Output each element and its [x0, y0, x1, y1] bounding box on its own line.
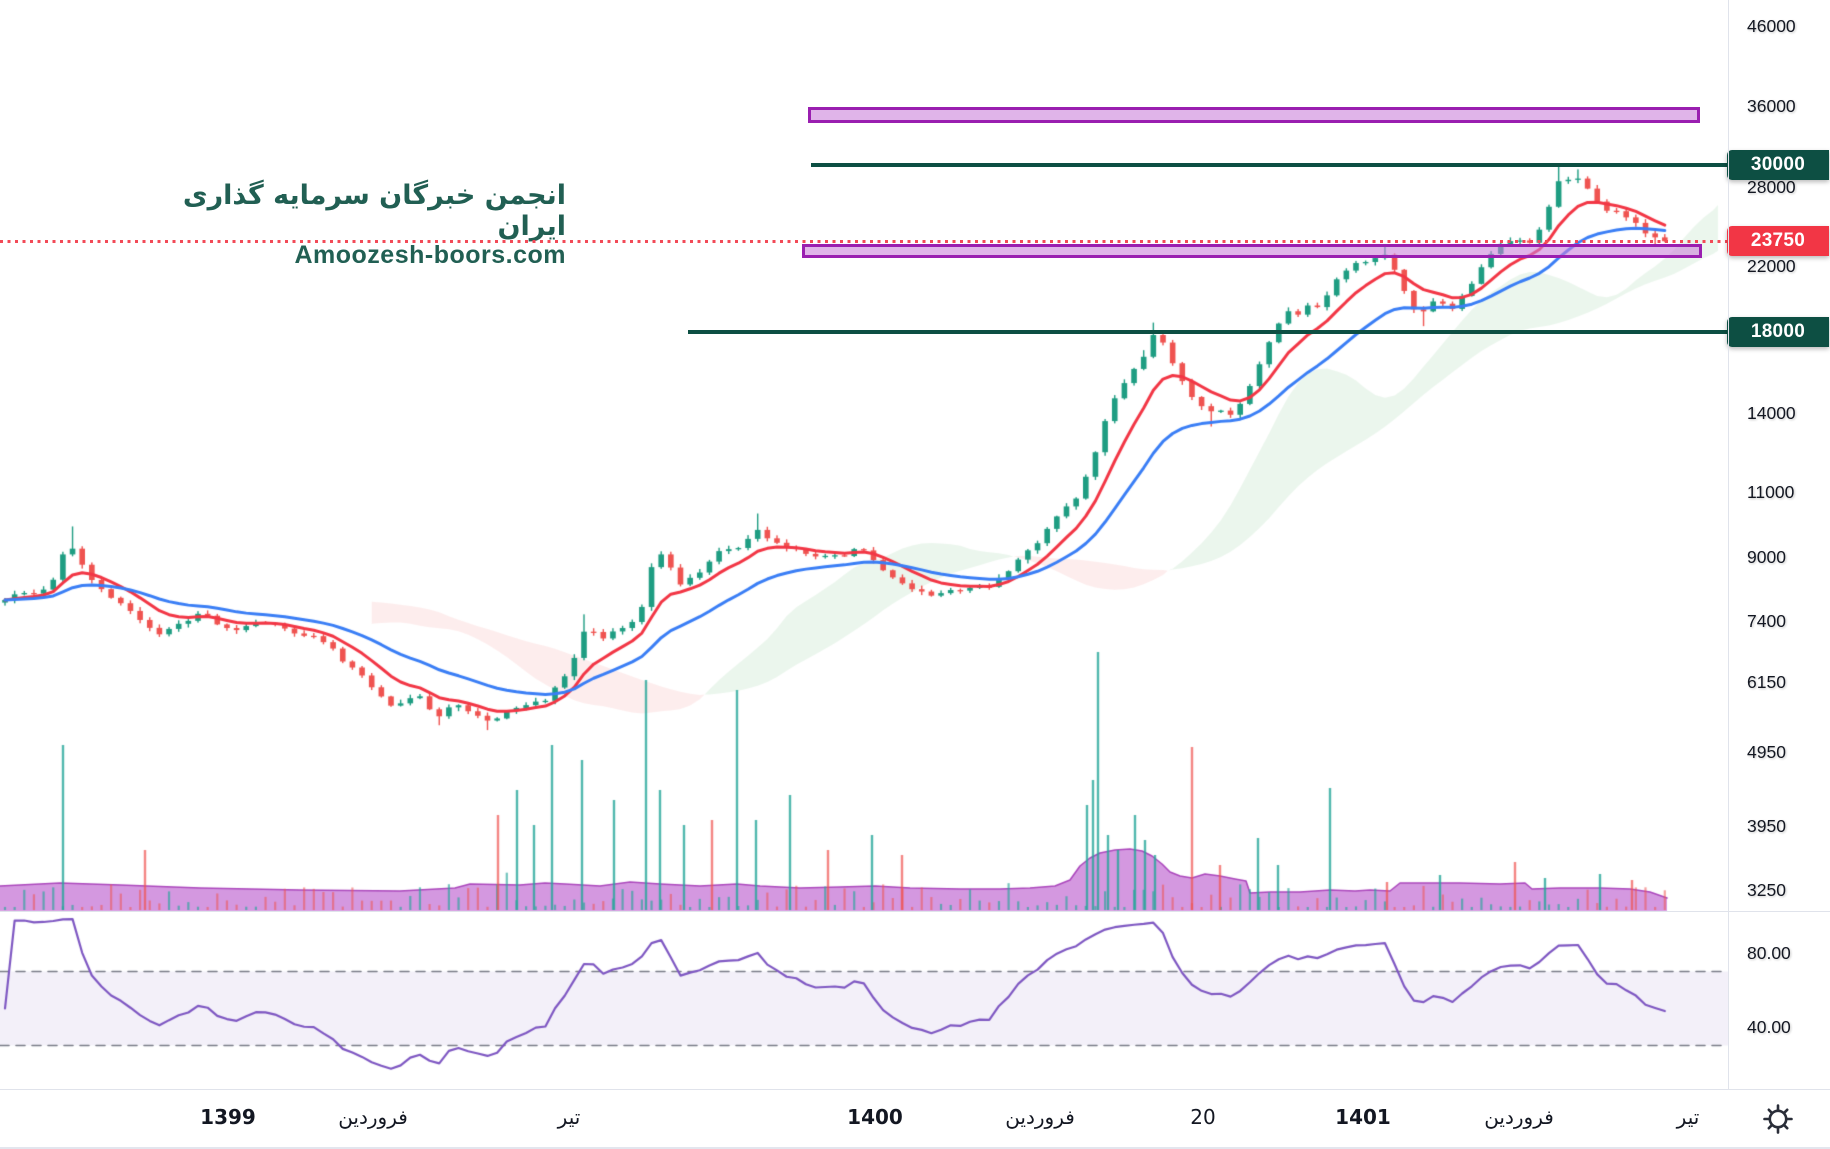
- last-price-badge: 23750: [1727, 226, 1829, 257]
- price-axis-tick: 4950: [1747, 742, 1786, 763]
- time-axis-label: فروردین: [1005, 1105, 1075, 1129]
- rsi-tick-40: 40.00: [1747, 1017, 1791, 1037]
- last-price-dotted-line[interactable]: [0, 240, 1728, 244]
- pane-separator-volume-rsi[interactable]: [0, 911, 1830, 912]
- time-axis-label: فروردین: [338, 1105, 408, 1129]
- price-axis-tick: 46000: [1747, 15, 1796, 36]
- time-axis-label: 1400: [847, 1105, 903, 1129]
- price-axis-tick: 28000: [1747, 177, 1796, 198]
- price-axis-tick: 9000: [1747, 547, 1786, 568]
- price-chart-canvas[interactable]: [0, 0, 1728, 1089]
- price-axis-tick: 7400: [1747, 611, 1786, 632]
- support-line-18000[interactable]: [688, 329, 1728, 334]
- resistance-line-30000[interactable]: [811, 163, 1728, 167]
- price-axis[interactable]: 30000 23750 18000 80.00 40.00 46000 36000…: [1727, 0, 1830, 1089]
- price-badge-18000: 18000: [1727, 316, 1829, 347]
- price-badge-30000: 30000: [1727, 150, 1829, 180]
- time-axis[interactable]: 1399 فروردین تیر 1400 فروردین 20 1401 فروردین تی…: [0, 1089, 1830, 1149]
- rsi-tick-80: 80.00: [1747, 943, 1791, 963]
- timezone-gear-icon[interactable]: [1762, 1103, 1794, 1135]
- price-axis-tick: 36000: [1747, 95, 1796, 116]
- time-axis-label: فروردین: [1484, 1105, 1554, 1129]
- time-axis-label: 20: [1190, 1105, 1216, 1129]
- axis-separator-vertical: [1728, 0, 1729, 1146]
- time-axis-label: تیر: [1676, 1105, 1700, 1129]
- price-axis-tick: 22000: [1747, 256, 1796, 277]
- supply-zone-upper[interactable]: [808, 107, 1700, 124]
- time-axis-label: 1399: [200, 1105, 256, 1129]
- time-axis-label: تیر: [557, 1105, 581, 1129]
- supply-zone-lower[interactable]: [802, 243, 1702, 258]
- price-axis-tick: 14000: [1747, 403, 1796, 424]
- price-axis-tick: 3950: [1747, 815, 1786, 836]
- time-axis-label: 1401: [1335, 1105, 1391, 1129]
- price-axis-tick: 3250: [1747, 879, 1786, 900]
- price-axis-tick: 11000: [1747, 482, 1795, 503]
- price-axis-tick: 6150: [1747, 671, 1786, 692]
